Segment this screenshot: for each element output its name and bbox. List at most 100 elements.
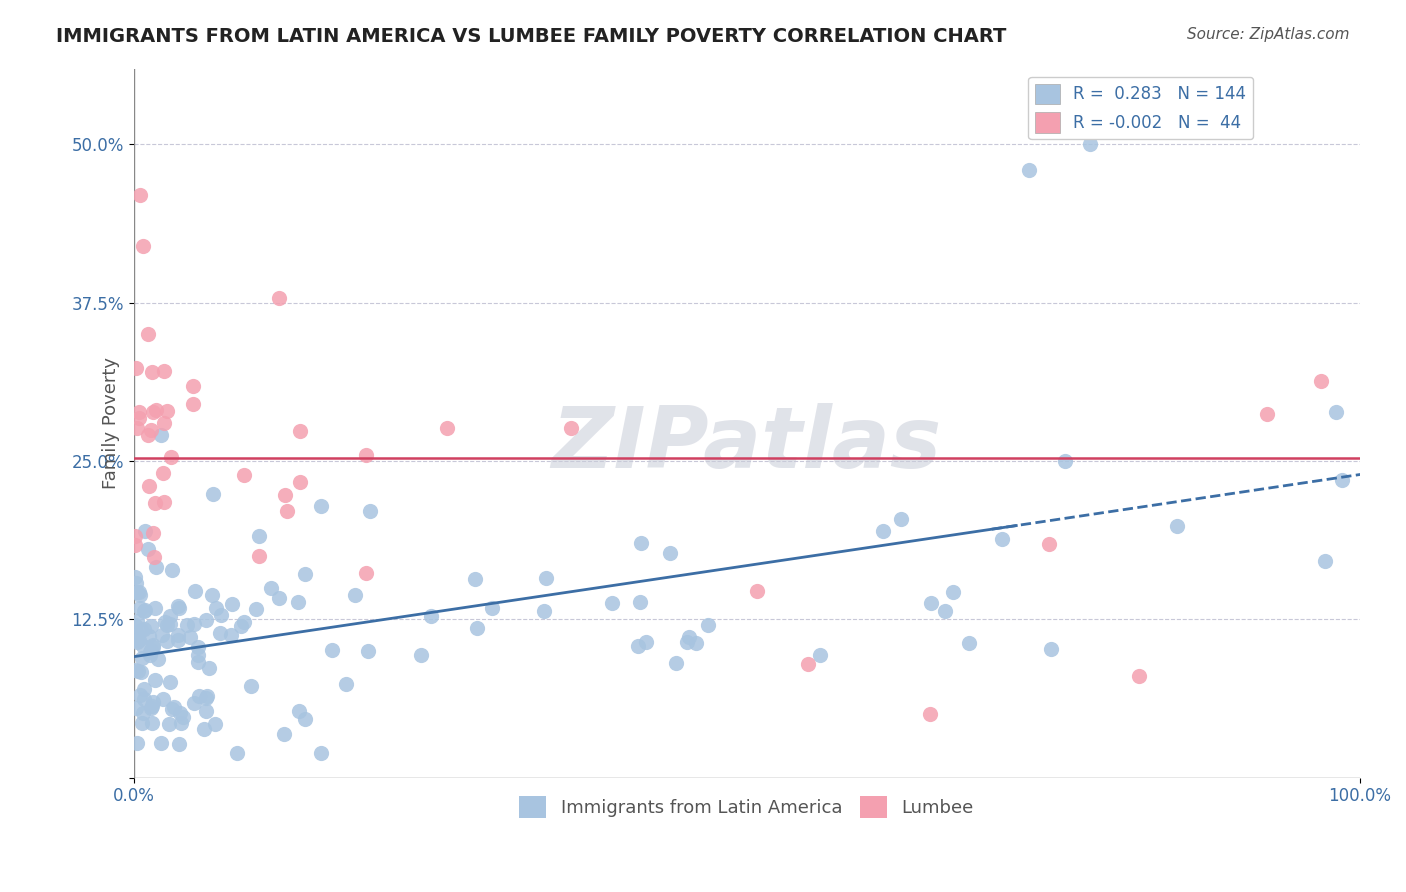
Point <box>269 591 291 605</box>
Point <box>159 617 181 632</box>
Point <box>143 550 166 565</box>
Point <box>1166 519 1188 533</box>
Point <box>194 614 217 628</box>
Point <box>128 405 150 419</box>
Point <box>179 630 201 644</box>
Point <box>139 701 162 715</box>
Legend: Immigrants from Latin America, Lumbee: Immigrants from Latin America, Lumbee <box>512 789 981 825</box>
Point <box>169 706 191 720</box>
Point <box>247 549 270 564</box>
Point <box>124 529 146 543</box>
Y-axis label: Family Poverty: Family Poverty <box>101 357 120 489</box>
Point <box>150 627 173 641</box>
Point <box>172 710 194 724</box>
Point <box>534 571 557 585</box>
Point <box>288 424 311 438</box>
Point <box>143 673 166 688</box>
Point <box>141 618 163 632</box>
Point <box>128 585 150 599</box>
Point <box>167 628 190 642</box>
Point <box>1256 407 1278 421</box>
Point <box>187 655 209 669</box>
Point <box>159 609 181 624</box>
Point <box>181 397 204 411</box>
Point <box>411 648 433 663</box>
Point <box>247 529 270 543</box>
Point <box>125 575 148 590</box>
Point <box>166 632 188 647</box>
Point <box>134 692 156 706</box>
Point <box>167 599 190 613</box>
Point <box>1128 669 1150 683</box>
Point <box>193 722 215 736</box>
Point <box>685 636 707 650</box>
Point <box>276 504 298 518</box>
Point <box>233 615 256 630</box>
Point <box>145 559 167 574</box>
Point <box>560 421 582 435</box>
Point <box>628 595 651 609</box>
Point <box>354 448 377 462</box>
Point <box>658 546 681 560</box>
Point <box>436 421 458 435</box>
Point <box>152 467 174 481</box>
Point <box>354 566 377 580</box>
Point <box>128 410 150 425</box>
Point <box>1310 374 1333 388</box>
Point <box>1078 137 1101 152</box>
Point <box>145 403 167 417</box>
Point <box>195 704 218 718</box>
Point <box>184 583 207 598</box>
Point <box>1326 405 1348 419</box>
Point <box>153 417 176 431</box>
Point <box>124 633 146 648</box>
Point <box>665 656 688 670</box>
Point <box>142 695 165 709</box>
Point <box>127 664 149 678</box>
Point <box>221 597 243 611</box>
Point <box>627 639 650 653</box>
Text: Source: ZipAtlas.com: Source: ZipAtlas.com <box>1187 27 1350 42</box>
Point <box>245 601 267 615</box>
Point <box>160 450 183 464</box>
Point <box>1313 554 1336 568</box>
Text: ZIPatlas: ZIPatlas <box>551 403 942 486</box>
Point <box>134 622 156 636</box>
Point <box>134 603 156 617</box>
Point <box>195 690 218 704</box>
Point <box>146 652 169 666</box>
Point <box>1331 473 1354 487</box>
Point <box>205 601 228 615</box>
Point <box>747 584 769 599</box>
Point <box>464 572 486 586</box>
Point <box>138 478 160 492</box>
Point <box>229 619 252 633</box>
Point <box>128 188 150 202</box>
Point <box>1038 537 1060 551</box>
Point <box>125 635 148 649</box>
Point <box>149 428 172 442</box>
Point <box>132 706 155 720</box>
Point <box>131 651 153 665</box>
Point <box>181 379 204 393</box>
Point <box>156 633 179 648</box>
Point <box>183 696 205 710</box>
Point <box>152 494 174 508</box>
Point <box>357 644 380 658</box>
Point <box>934 604 956 618</box>
Point <box>267 291 290 305</box>
Point <box>957 636 980 650</box>
Point <box>150 736 173 750</box>
Point <box>797 657 820 671</box>
Point <box>273 726 295 740</box>
Point <box>128 600 150 615</box>
Point <box>288 704 311 718</box>
Point <box>920 595 942 609</box>
Point <box>169 737 191 751</box>
Point <box>125 361 148 376</box>
Point <box>194 691 217 706</box>
Point <box>288 475 311 489</box>
Point <box>131 716 153 731</box>
Point <box>232 468 254 483</box>
Point <box>152 691 174 706</box>
